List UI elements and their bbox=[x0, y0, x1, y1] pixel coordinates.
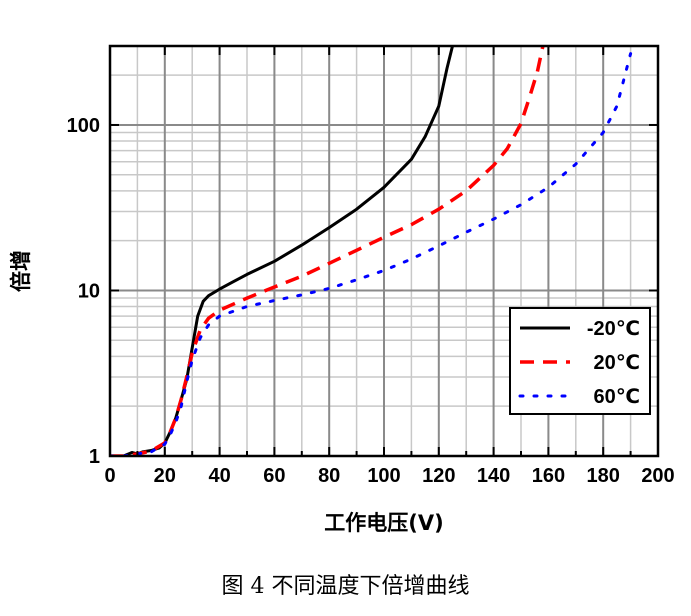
series-line-1 bbox=[110, 46, 454, 456]
figure-caption: 图 4 不同温度下倍增曲线 bbox=[221, 574, 470, 599]
x-tick-label: 140 bbox=[477, 465, 510, 487]
x-tick-label: 60 bbox=[263, 465, 285, 487]
y-tick-label: 100 bbox=[67, 115, 100, 137]
y-tick-label: 10 bbox=[78, 280, 100, 302]
multiplication-chart: 0 20 40 60 80 100 120 140 160 180 200 1 10 100 工作电压(… bbox=[9, 44, 675, 535]
x-tick-label: 20 bbox=[154, 465, 176, 487]
series-layer bbox=[110, 46, 633, 456]
x-tick-label: 100 bbox=[367, 465, 400, 487]
legend-label-3: 60℃ bbox=[594, 386, 640, 408]
x-axis-title: 工作电压(V) bbox=[324, 511, 443, 535]
x-tick-labels: 0 20 40 60 80 100 120 140 160 180 200 bbox=[104, 465, 674, 487]
legend: -20℃ 20℃ 60℃ bbox=[509, 307, 651, 415]
x-tick-label: 0 bbox=[104, 465, 115, 487]
x-tick-label: 120 bbox=[422, 465, 455, 487]
y-tick-label: 1 bbox=[89, 446, 100, 468]
x-tick-label: 40 bbox=[208, 465, 230, 487]
series-line-2 bbox=[110, 46, 545, 456]
y-axis-title: 倍增 bbox=[9, 250, 33, 292]
x-tick-label: 80 bbox=[318, 465, 340, 487]
legend-label-1: -20℃ bbox=[587, 318, 640, 340]
ticks bbox=[109, 46, 659, 457]
x-tick-label: 180 bbox=[587, 465, 620, 487]
series-line-3 bbox=[110, 52, 633, 456]
x-tick-label: 200 bbox=[641, 465, 674, 487]
y-tick-labels: 1 10 100 bbox=[67, 115, 100, 468]
legend-label-2: 20℃ bbox=[594, 352, 640, 374]
x-tick-label: 160 bbox=[532, 465, 565, 487]
